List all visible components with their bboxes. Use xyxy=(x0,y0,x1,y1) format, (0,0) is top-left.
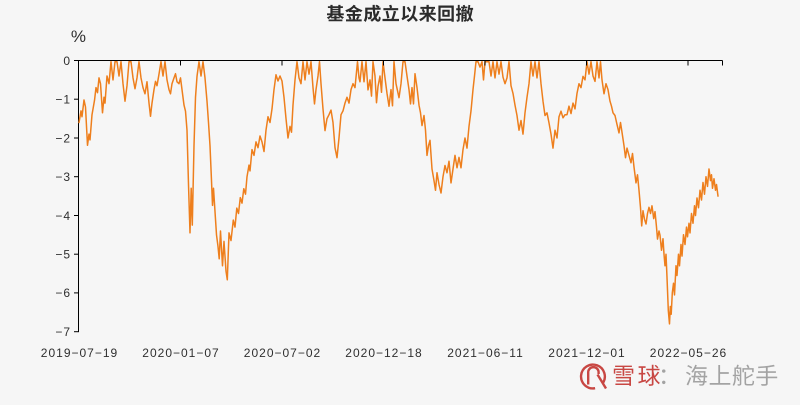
svg-text:0: 0 xyxy=(63,54,71,68)
svg-text:2020−01−07: 2020−01−07 xyxy=(142,346,219,360)
svg-text:−2: −2 xyxy=(55,131,71,145)
svg-text:2019−07−19: 2019−07−19 xyxy=(41,346,118,360)
svg-text:−5: −5 xyxy=(55,248,71,262)
svg-text:2020−12−18: 2020−12−18 xyxy=(345,346,422,360)
svg-text:2020−07−02: 2020−07−02 xyxy=(244,346,321,360)
svg-text:−4: −4 xyxy=(55,209,71,223)
svg-text:−7: −7 xyxy=(55,325,71,339)
svg-text:2021−12−01: 2021−12−01 xyxy=(548,346,625,360)
svg-text:−3: −3 xyxy=(55,170,71,184)
svg-text:−6: −6 xyxy=(55,286,71,300)
svg-text:2022−05−26: 2022−05−26 xyxy=(650,346,727,360)
svg-text:2021−06−11: 2021−06−11 xyxy=(447,346,524,360)
svg-text:%: % xyxy=(71,27,86,46)
svg-text:−1: −1 xyxy=(55,93,71,107)
